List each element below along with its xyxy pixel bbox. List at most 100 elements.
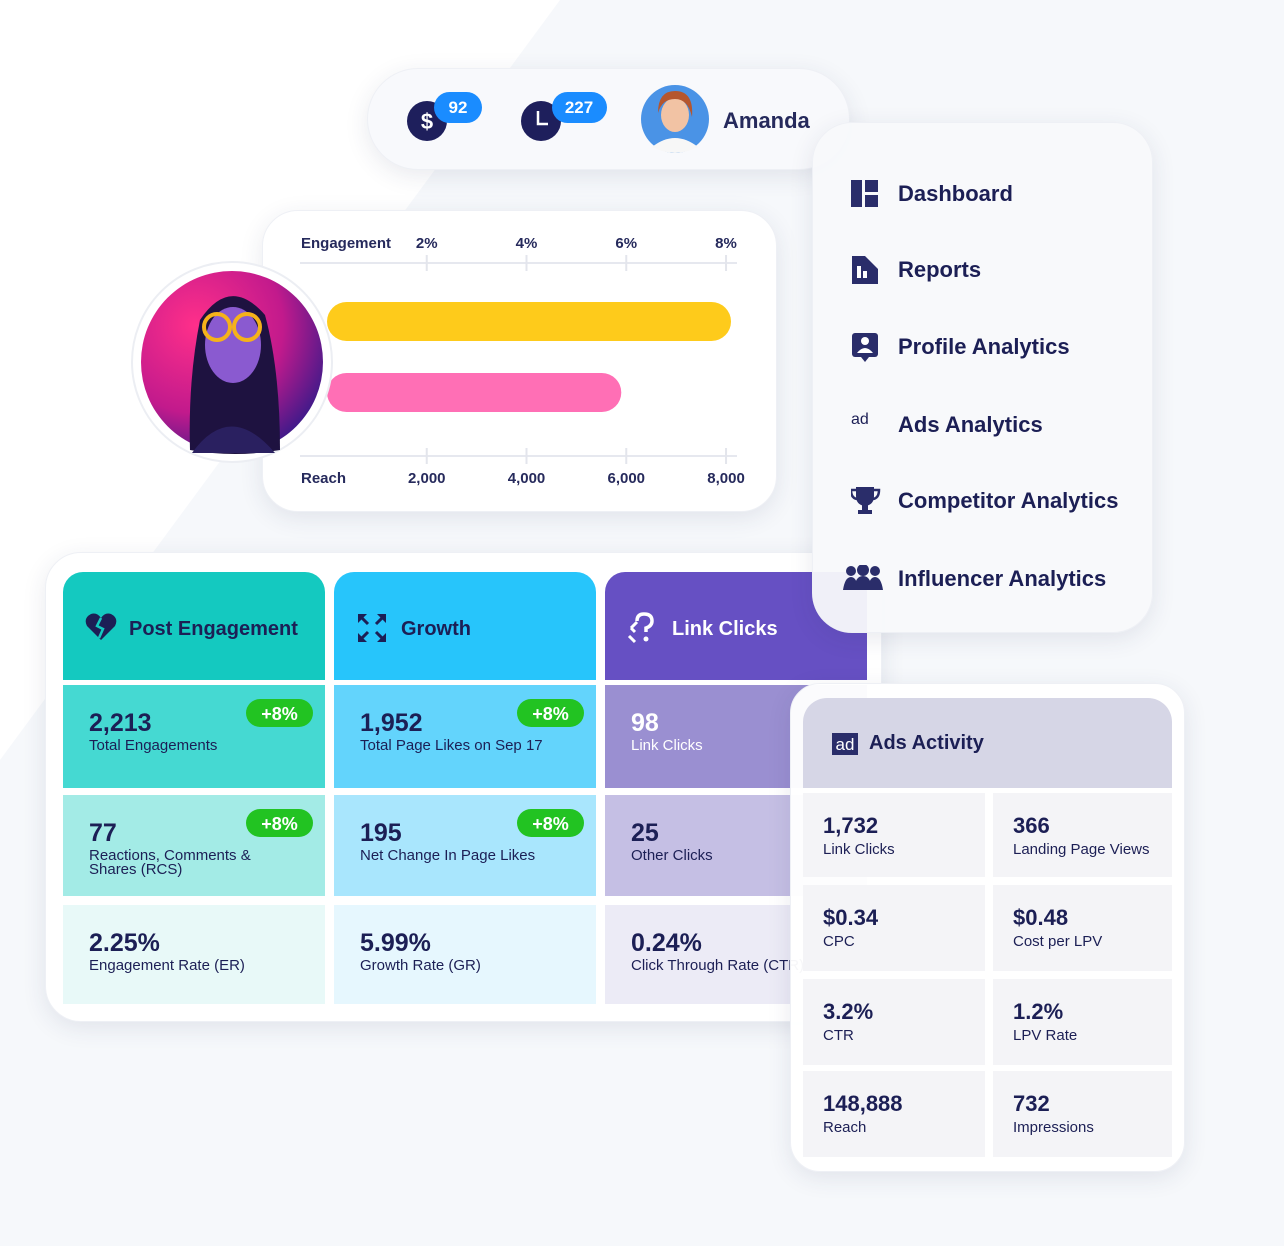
icon-graphic bbox=[849, 487, 881, 514]
menu-item[interactable]: Influencer Analytics bbox=[843, 562, 1133, 596]
metric-label: Growth Rate (GR) bbox=[360, 957, 481, 974]
icon-graphic bbox=[852, 333, 878, 362]
menu-icon bbox=[849, 487, 893, 517]
avatar-jacket bbox=[192, 426, 275, 453]
profile-avatar bbox=[131, 261, 333, 463]
metric-cell: 5.99% Growth Rate (GR) bbox=[334, 905, 596, 1004]
metric-title: Growth bbox=[401, 618, 471, 640]
badge bbox=[552, 92, 607, 123]
metric-label: Total Page Likes on Sep 17 bbox=[360, 737, 543, 754]
avatar-face bbox=[205, 307, 261, 383]
ads-label: LPV Rate bbox=[1013, 1027, 1078, 1044]
menu-item[interactable]: ad Ads Analytics bbox=[843, 408, 1133, 442]
avatar-hair bbox=[658, 91, 693, 117]
metric-label: Reactions, Comments & Shares (RCS) bbox=[89, 847, 251, 878]
badge-count: 92 bbox=[449, 98, 468, 117]
menu-label: Competitor Analytics bbox=[898, 488, 1119, 513]
menu-label: Profile Analytics bbox=[898, 334, 1070, 359]
header-bar: $ 92 227 Amanda bbox=[367, 68, 850, 170]
ads-value: $0.34 bbox=[823, 905, 879, 930]
menu-icon: ad bbox=[851, 411, 893, 441]
metric-value: 1,952 bbox=[360, 709, 423, 737]
icon-graphic bbox=[843, 564, 883, 590]
ad-icon: ad bbox=[832, 733, 858, 755]
metric-label: Net Change In Page Likes bbox=[360, 847, 536, 864]
ads-label: Reach bbox=[823, 1119, 867, 1136]
ads-value: 1.2% bbox=[1013, 999, 1064, 1024]
metric-header: Post Engagement bbox=[63, 572, 325, 680]
ads-value: 1,732 bbox=[823, 813, 879, 838]
ad-icon-text: ad bbox=[851, 411, 869, 428]
ad-icon: ad bbox=[851, 411, 869, 428]
avatar-glasses bbox=[202, 312, 232, 342]
badge bbox=[434, 92, 482, 123]
ads-cell: $0.48 Cost per LPV bbox=[993, 885, 1172, 971]
menu-item[interactable]: Profile Analytics bbox=[843, 330, 1133, 364]
icon-graphic bbox=[627, 612, 654, 644]
metric-label: Other Clicks bbox=[631, 847, 713, 864]
metric-value: 25 bbox=[631, 819, 659, 847]
ads-cell: 1.2% LPV Rate bbox=[993, 979, 1172, 1065]
menu-icon bbox=[843, 564, 885, 595]
metric-cell: 77 Reactions, Comments & Shares (RCS) +8% bbox=[63, 795, 325, 896]
avatar-glasses bbox=[232, 312, 262, 342]
ads-value: $0.48 bbox=[1013, 905, 1069, 930]
side-menu: Dashboard Reports Profile Analytics ad Ads A… bbox=[812, 122, 1153, 633]
ads-value: 732 bbox=[1013, 1091, 1050, 1116]
metric-value: 2,213 bbox=[89, 709, 152, 737]
metric-value: 98 bbox=[631, 709, 659, 737]
icon-graphic bbox=[851, 180, 878, 207]
change-text: +8% bbox=[261, 814, 298, 834]
icon-graphic bbox=[852, 256, 878, 284]
menu-icon bbox=[851, 333, 893, 363]
ads-cell: $0.34 CPC bbox=[803, 885, 985, 971]
badge-count: 227 bbox=[565, 98, 593, 117]
metric-value: 2.25% bbox=[89, 929, 160, 957]
metric-value: 5.99% bbox=[360, 929, 431, 957]
ad-icon-text: ad bbox=[836, 735, 855, 754]
menu-icon bbox=[851, 180, 893, 210]
avatar-face bbox=[661, 98, 689, 132]
change-text: +8% bbox=[532, 814, 569, 834]
metric-value: 77 bbox=[89, 819, 117, 847]
metric-value: 195 bbox=[360, 819, 402, 847]
menu-label: Reports bbox=[898, 257, 982, 282]
metric-label: Total Engagements bbox=[89, 737, 218, 754]
menu-item[interactable]: Dashboard bbox=[843, 177, 1133, 211]
icon-graphic bbox=[358, 614, 386, 642]
clock-icon[interactable] bbox=[521, 101, 561, 141]
chart-card bbox=[262, 210, 777, 512]
metrics-panel: Post Engagement 2,213 Total Engagements +8%… bbox=[45, 552, 882, 1022]
metric-cell: 1,952 Total Page Likes on Sep 17 +8% bbox=[334, 685, 596, 788]
metric-cell: 2,213 Total Engagements +8% bbox=[63, 685, 325, 788]
ad-icon-box bbox=[832, 733, 858, 755]
metric-cell: 195 Net Change In Page Likes +8% bbox=[334, 795, 596, 896]
menu-label: Dashboard bbox=[898, 181, 1013, 206]
ads-header: ad Ads Activity bbox=[803, 698, 1172, 788]
menu-item[interactable]: Competitor Analytics bbox=[843, 484, 1133, 518]
change-badge: +8% bbox=[246, 809, 313, 837]
ads-label: Impressions bbox=[1013, 1119, 1094, 1136]
change-badge: +8% bbox=[517, 699, 584, 727]
change-badge: +8% bbox=[517, 809, 584, 837]
metric-cell: 2.25% Engagement Rate (ER) bbox=[63, 905, 325, 1004]
ads-value: 3.2% bbox=[823, 999, 874, 1024]
ads-cell: 3.2% CTR bbox=[803, 979, 985, 1065]
metric-icon bbox=[627, 612, 661, 646]
metric-title: Link Clicks bbox=[672, 618, 778, 640]
user-name[interactable]: Amanda bbox=[723, 108, 811, 133]
metric-label: Link Clicks bbox=[631, 737, 703, 754]
metric-label: Click Through Rate (CTR) bbox=[631, 957, 805, 974]
menu-label: Influencer Analytics bbox=[898, 566, 1107, 591]
metric-label: Engagement Rate (ER) bbox=[89, 957, 245, 974]
ads-panel: ad Ads Activity 1,732 Link Clicks 366 Landi… bbox=[790, 683, 1185, 1172]
ads-title: Ads Activity bbox=[869, 732, 984, 754]
metric-header: Growth bbox=[334, 572, 596, 680]
metric-title: Post Engagement bbox=[129, 618, 298, 640]
ads-cell: 732 Impressions bbox=[993, 1071, 1172, 1157]
menu-icon bbox=[851, 256, 893, 286]
ads-cell: 1,732 Link Clicks bbox=[803, 793, 985, 877]
ads-value: 148,888 bbox=[823, 1091, 903, 1116]
ads-cell: 366 Landing Page Views bbox=[993, 793, 1172, 877]
menu-item[interactable]: Reports bbox=[843, 253, 1133, 287]
